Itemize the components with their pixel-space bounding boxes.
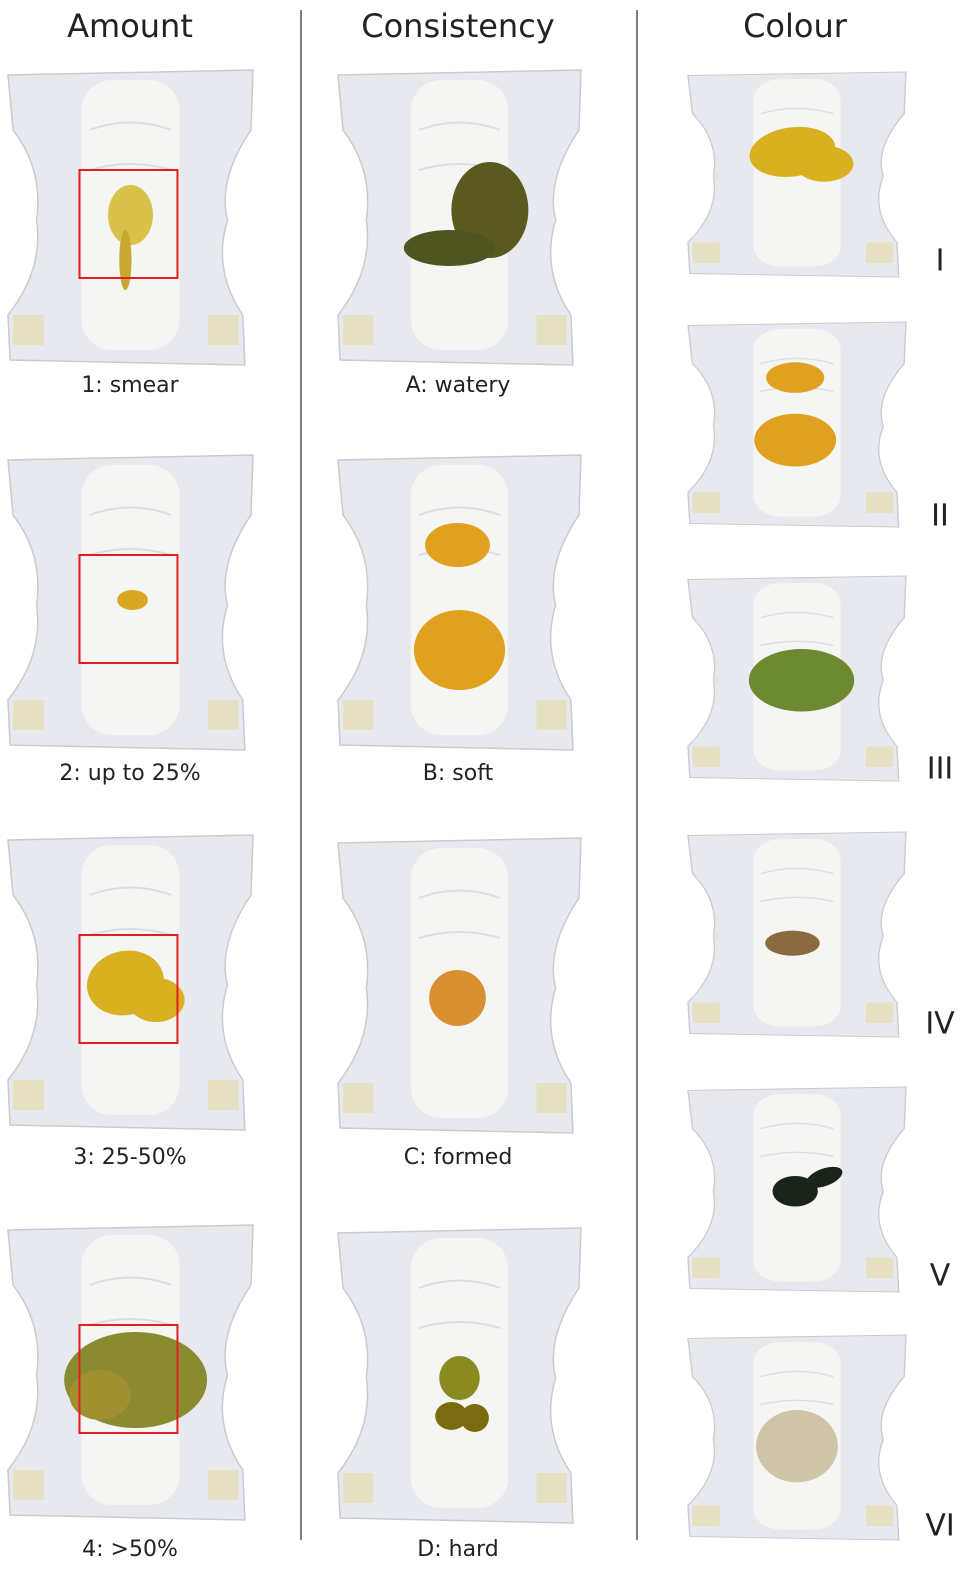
diaper <box>337 454 582 751</box>
colour-label: V <box>930 1259 951 1294</box>
stool <box>795 145 854 182</box>
diaper-tab <box>208 315 239 345</box>
highlight-box <box>78 169 179 279</box>
diaper-tab <box>866 492 894 514</box>
stool <box>756 1410 838 1483</box>
diaper-crease <box>760 1122 834 1158</box>
item-label: D: hard <box>417 1537 498 1562</box>
item-label: C: formed <box>404 1145 513 1170</box>
column-heading: Consistency <box>361 7 554 45</box>
highlight-box <box>78 1324 179 1434</box>
item-label: A: watery <box>406 373 511 398</box>
item-label: B: soft <box>423 761 494 786</box>
diaper <box>687 71 907 278</box>
diaper-tab <box>208 700 239 730</box>
highlight-box <box>78 934 179 1044</box>
stool <box>69 1370 131 1420</box>
diaper-tab <box>13 315 44 345</box>
diaper <box>687 321 907 528</box>
item-label: 1: smear <box>81 373 179 398</box>
column-heading: Colour <box>743 7 848 45</box>
diaper-crease <box>89 1276 172 1326</box>
diaper-crease <box>418 1279 501 1329</box>
item-label: 3: 25-50% <box>73 1145 186 1170</box>
diaper-tab <box>343 1083 374 1113</box>
diaper <box>337 1227 582 1524</box>
diaper-tab <box>343 315 374 345</box>
diaper <box>7 454 254 751</box>
stool <box>748 648 855 712</box>
item-label: 2: up to 25% <box>59 761 200 786</box>
colour-label: I <box>936 244 945 279</box>
diaper-crease <box>418 889 501 939</box>
colour-label: IV <box>925 1007 955 1042</box>
diaper-pad <box>410 465 509 735</box>
column-heading: Amount <box>67 7 193 45</box>
stool <box>766 362 825 393</box>
diaper-tab <box>866 1257 894 1279</box>
diaper-crease <box>760 1370 834 1406</box>
stool <box>439 1356 480 1400</box>
diaper-tab <box>536 1473 567 1503</box>
item-label: 4: >50% <box>82 1537 178 1562</box>
diaper-tab <box>13 1470 44 1500</box>
diaper-tab <box>692 1002 720 1024</box>
diaper-tab <box>692 1505 720 1527</box>
stool <box>806 1166 843 1188</box>
stool <box>117 590 148 610</box>
diaper-tab <box>536 315 567 345</box>
stool <box>765 930 820 956</box>
diaper-crease <box>89 886 172 936</box>
colour-label: VI <box>925 1509 954 1544</box>
stool <box>425 523 490 567</box>
colour-label: II <box>931 499 949 534</box>
highlight-box <box>78 554 179 664</box>
diaper-tab <box>692 1257 720 1279</box>
diaper-tab <box>692 492 720 514</box>
stool <box>119 230 132 290</box>
diaper-crease <box>760 867 834 903</box>
diaper-crease <box>760 611 834 647</box>
diaper <box>337 837 582 1134</box>
diaper <box>687 1334 907 1541</box>
diaper-tab <box>866 242 894 264</box>
diaper <box>7 1224 254 1521</box>
diaper-tab <box>343 700 374 730</box>
stool <box>413 610 506 690</box>
diaper <box>687 831 907 1038</box>
diaper-tab <box>692 746 720 768</box>
diaper-crease <box>89 121 172 171</box>
stool <box>127 978 185 1022</box>
stool <box>108 185 153 245</box>
diaper <box>687 1086 907 1293</box>
diaper <box>687 575 907 782</box>
diaper-crease <box>89 506 172 556</box>
diaper-tab <box>208 1080 239 1110</box>
stool <box>403 230 495 266</box>
diaper-tab <box>536 1083 567 1113</box>
diaper-tab <box>13 700 44 730</box>
diaper <box>337 69 582 366</box>
stool <box>435 1402 468 1430</box>
stool <box>429 970 486 1026</box>
diaper-tab <box>866 746 894 768</box>
diaper-tab <box>866 1002 894 1024</box>
stool <box>460 1404 489 1432</box>
diaper-tab <box>866 1505 894 1527</box>
colour-label: III <box>927 752 954 787</box>
diaper <box>7 834 254 1131</box>
stool <box>754 413 837 467</box>
diaper-tab <box>692 242 720 264</box>
diaper <box>7 69 254 366</box>
diaper-tab <box>208 1470 239 1500</box>
diaper-tab <box>536 700 567 730</box>
diaper-tab <box>13 1080 44 1110</box>
diaper-tab <box>343 1473 374 1503</box>
